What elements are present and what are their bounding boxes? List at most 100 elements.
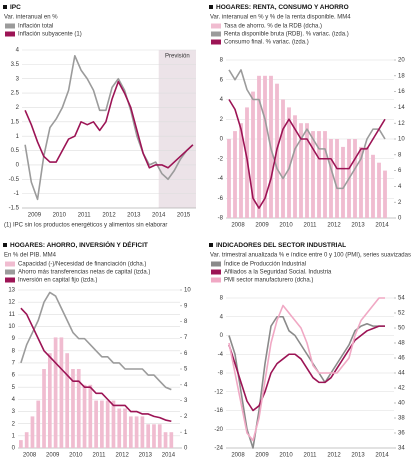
legend-label: Renta disponible bruta (RDB). % variac. … [224,32,349,38]
y-tick-label: 2 [16,105,20,111]
x-tick-label: 2009 [28,213,42,219]
x-tick-label: 2014 [152,213,166,219]
y2-tick-label: 3 [184,398,188,404]
bar [311,131,315,218]
legend-label: Inversión en capital fijo (izda.) [18,278,97,284]
bar [169,432,174,448]
y-tick-label: -4 [218,352,224,358]
legend-swatch [211,23,221,29]
x-tick-label: 2011 [304,223,318,229]
bar [251,91,255,218]
x-tick-label: 2010 [69,453,83,459]
forecast-area [158,50,196,208]
y2-tick-label: 9 [184,303,188,309]
legend-swatch [211,261,221,267]
legend-label: Índice de Producción Industrial [224,261,306,268]
bar [94,400,98,448]
x-tick-label: 2010 [53,213,67,219]
bar [377,162,381,218]
y2-tick-label: 18 [398,73,405,79]
y-tick-label: 1 [16,134,20,140]
title-bullet [209,5,213,9]
series-line [228,325,385,412]
bar [30,416,35,448]
y2-tick-label: 2 [184,414,188,420]
bar [65,353,70,448]
bar [341,146,345,218]
y2-tick-label: 8 [184,319,188,325]
bar [359,146,363,218]
y-tick-label: 4 [220,97,224,103]
bar [128,416,133,448]
y2-tick-label: 16 [398,89,405,95]
y-tick-label: -12 [214,389,223,395]
y-tick-label: 9 [12,336,16,342]
bar [146,424,151,448]
bar [24,432,29,448]
y2-tick-label: 10 [398,137,405,143]
y2-tick-label: 0 [184,446,188,452]
y2-tick-label: 44 [398,371,405,377]
bar [233,131,237,218]
chart-title: HOGARES: RENTA, CONSUMO Y AHORRO [216,4,349,11]
bar [117,408,122,448]
y-tick-label: 10 [8,324,15,330]
y2-tick-label: 52 [398,311,405,317]
y-tick-label: 12 [8,300,15,306]
y2-tick-label: 12 [398,121,405,127]
bar [71,369,75,448]
bar [88,384,93,448]
chart-subtitle: En % del PIB. MM4 [4,253,57,259]
legend-swatch [5,277,15,283]
footnote: (1) IPC sin los productos energéticos y … [4,223,167,229]
y-tick-label: 6 [220,77,224,83]
bar [323,131,327,218]
x-tick-label: 2009 [46,453,60,459]
y2-tick-label: 40 [398,401,405,407]
legend-label: Ahorro más transferencias netas de capit… [18,270,150,276]
x-tick-label: 2012 [327,453,341,459]
title-bullet [209,243,213,247]
chart-title: INDICADORES DEL SECTOR INDUSTRIAL [216,242,346,249]
bar [365,146,369,218]
y-tick-label: -8 [218,371,224,377]
y-tick-label: 11 [9,312,16,318]
y2-tick-label: 10 [184,288,191,294]
y-tick-label: 0 [12,446,16,452]
x-tick-label: 2012 [327,223,341,229]
x-tick-label: 2013 [139,453,153,459]
x-tick-label: 2011 [78,213,92,219]
bar [157,424,162,448]
y2-tick-label: 5 [184,367,188,373]
chart-subtitle: Var. interanual en % y % de la renta dis… [210,15,351,21]
legend-swatch [211,31,221,37]
x-tick-label: 2012 [102,213,116,219]
legend-swatch [5,269,15,275]
bar [47,353,52,448]
bar [281,99,285,218]
y-tick-label: 13 [8,288,15,294]
x-tick-label: 2014 [375,453,389,459]
y-tick-label: -6 [218,196,224,202]
chart-subtitle: Var. interanual en % [4,15,58,21]
y2-tick-label: 1 [184,430,188,436]
series-line [228,315,385,449]
y-tick-label: 5 [12,385,16,391]
y2-tick-label: 38 [398,416,405,422]
y-tick-label: -2 [218,156,224,162]
x-tick-label: 2012 [115,453,129,459]
bar [105,400,110,448]
bar [100,400,104,448]
x-tick-label: 2013 [127,213,141,219]
bar [239,123,243,218]
title-bullet [3,243,7,247]
y-tick-label: 0 [220,137,224,143]
bar [371,154,375,218]
y2-tick-label: 54 [398,296,405,302]
bar [19,440,23,448]
y2-tick-label: 2 [398,200,402,206]
y2-tick-label: 6 [184,351,188,357]
bar [163,432,168,448]
bar [383,170,387,218]
y-tick-label: 3.5 [11,62,20,68]
